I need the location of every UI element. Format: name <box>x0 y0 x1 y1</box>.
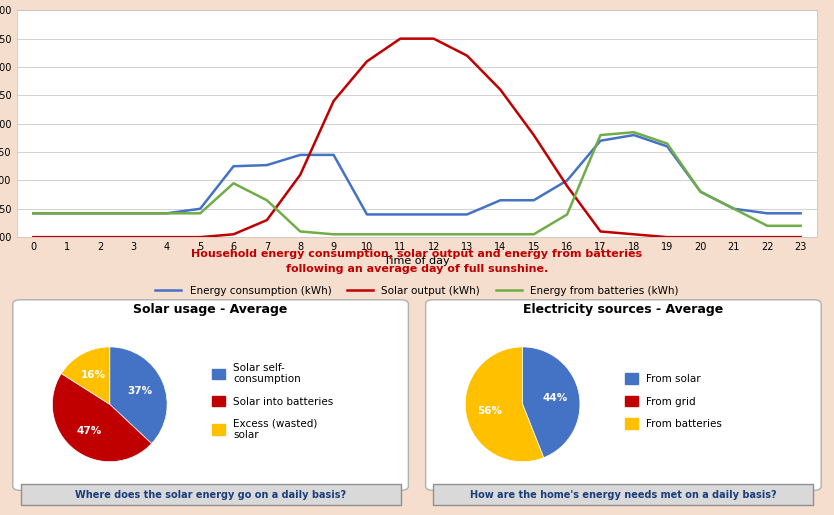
Text: 47%: 47% <box>77 425 102 436</box>
X-axis label: Time of day: Time of day <box>384 256 450 266</box>
Wedge shape <box>523 347 580 458</box>
Legend: Solar self-
consumption, Solar into batteries, Excess (wasted)
solar: Solar self- consumption, Solar into batt… <box>208 358 338 444</box>
Wedge shape <box>465 347 544 461</box>
FancyBboxPatch shape <box>21 484 400 505</box>
Text: Solar usage - Average: Solar usage - Average <box>133 302 288 316</box>
Legend: Energy consumption (kWh), Solar output (kWh), Energy from batteries (kWh): Energy consumption (kWh), Solar output (… <box>151 282 683 300</box>
Text: 16%: 16% <box>81 370 106 380</box>
Text: 37%: 37% <box>128 386 153 396</box>
Text: Where does the solar energy go on a daily basis?: Where does the solar energy go on a dail… <box>75 490 346 500</box>
Wedge shape <box>110 347 167 443</box>
Text: How are the home's energy needs met on a daily basis?: How are the home's energy needs met on a… <box>470 490 776 500</box>
FancyBboxPatch shape <box>425 300 821 490</box>
Text: 56%: 56% <box>477 405 502 416</box>
FancyBboxPatch shape <box>13 300 409 490</box>
Text: Electricity sources - Average: Electricity sources - Average <box>523 302 724 316</box>
Legend: From solar, From grid, From batteries: From solar, From grid, From batteries <box>620 369 726 433</box>
Text: 44%: 44% <box>543 393 568 403</box>
Text: Household energy consumption, solar output and energy from batteries
following a: Household energy consumption, solar outp… <box>192 249 642 273</box>
FancyBboxPatch shape <box>434 484 813 505</box>
Wedge shape <box>53 373 152 461</box>
Wedge shape <box>62 347 110 404</box>
